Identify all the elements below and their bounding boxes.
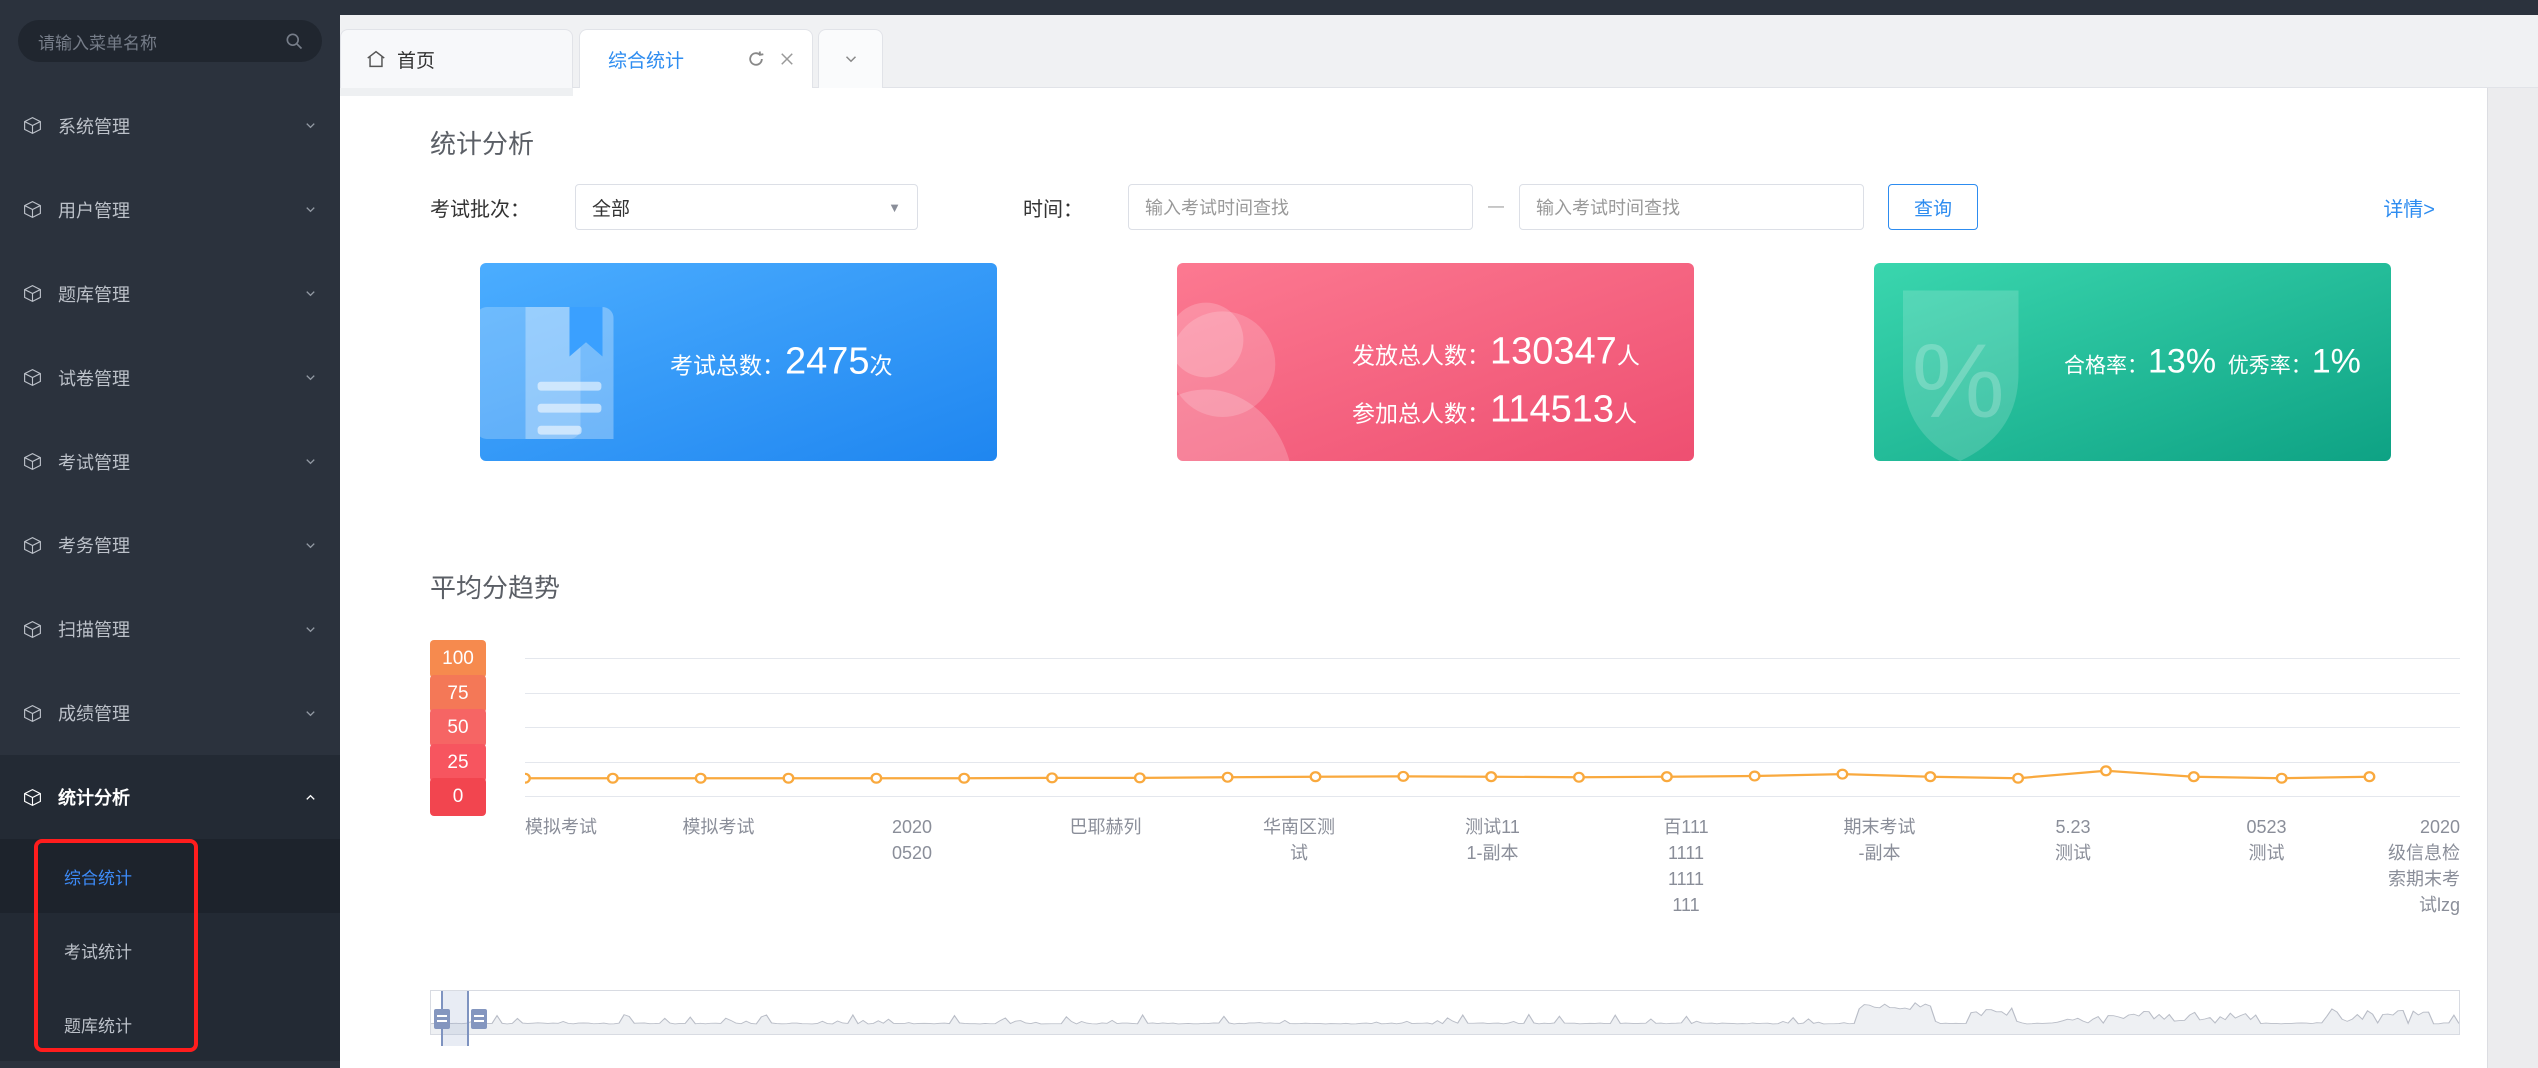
svg-text:%: % [1912,323,2005,440]
